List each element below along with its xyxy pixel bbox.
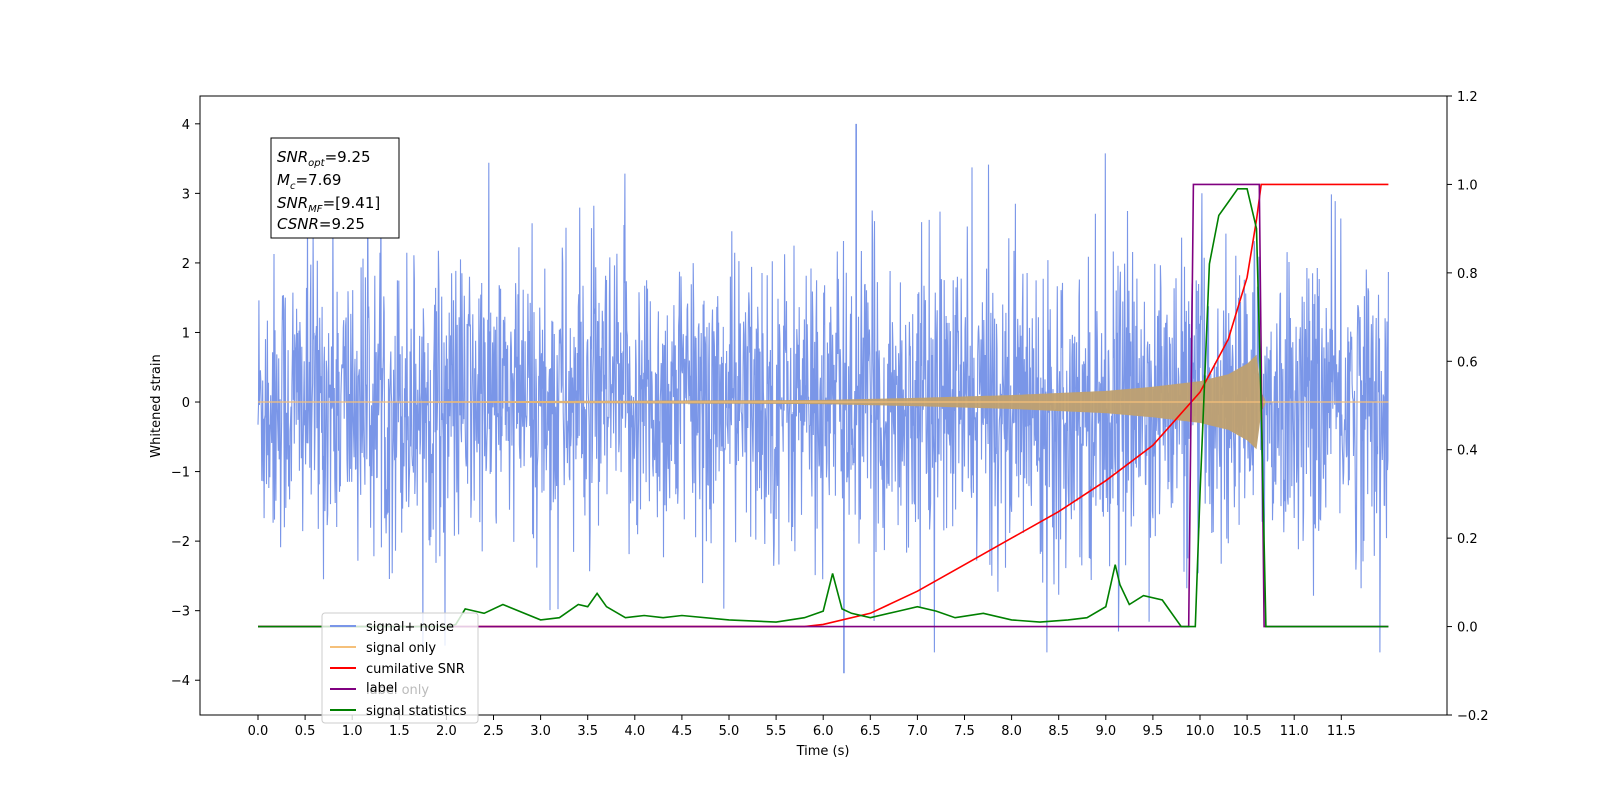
legend-label-signal-statistics: signal statistics [366, 704, 467, 719]
x-tick-label: 4.5 [672, 724, 693, 739]
x-tick-label: 9.0 [1095, 724, 1116, 739]
info-box: SNRopt=9.25 Mc=7.69 SNRMF=[9.41] CSNR=9.… [270, 137, 400, 239]
x-tick-label: 8.5 [1048, 724, 1069, 739]
x-tick-label: 10.0 [1186, 724, 1215, 739]
x-tick-label: 3.5 [577, 724, 598, 739]
info-snr-mf: SNRMF=[9.41] [277, 194, 380, 215]
x-tick-label: 8.0 [1001, 724, 1022, 739]
legend-label-label-only: label only [366, 683, 429, 698]
y-left-tick-label: 1 [182, 326, 190, 341]
y-left-tick-label: 3 [182, 187, 190, 202]
signal-noise-line [257, 137, 1389, 653]
y-left-tick-label: 4 [182, 118, 190, 133]
legend-label-cumulative-snr: cumilative SNR [366, 662, 465, 677]
y-right-tick-label: −0.2 [1457, 709, 1489, 724]
right-axis-series [258, 183, 1389, 628]
y-right-tick-label: 1.0 [1457, 178, 1478, 193]
info-csnr: CSNR=9.25 [277, 215, 365, 233]
x-tick-label: 0.0 [248, 724, 269, 739]
signal-noise-series [257, 123, 1389, 674]
right-y-axis-ticks: 1.2 1.0 0.8 0.6 0.4 0.2 0.0 −0.2 [1447, 90, 1489, 724]
x-tick-label: 10.5 [1233, 724, 1262, 739]
x-axis-ticks: 0.0 0.5 1.0 1.5 2.0 2.5 3.0 3.5 4.0 4.5 5.0 5.5 6.0 6… [248, 715, 1356, 739]
cumulative-snr-line [258, 183, 1389, 628]
signal-statistics-line [258, 188, 1389, 628]
x-tick-label: 2.5 [483, 724, 504, 739]
y-left-tick-label: −4 [171, 674, 190, 689]
y-right-tick-label: 0.4 [1457, 444, 1478, 459]
signal-only-series [258, 354, 1389, 450]
x-tick-label: 3.0 [530, 724, 551, 739]
x-tick-label: 11.0 [1280, 724, 1309, 739]
x-tick-label: 11.5 [1327, 724, 1356, 739]
legend-label-label: label [366, 681, 397, 696]
x-tick-label: 6.0 [813, 724, 834, 739]
y-right-tick-label: 0.0 [1457, 621, 1478, 636]
x-tick-label: 2.0 [436, 724, 457, 739]
x-tick-label: 0.5 [295, 724, 316, 739]
x-tick-label: 6.5 [860, 724, 881, 739]
x-tick-label: 9.5 [1143, 724, 1164, 739]
x-tick-label: 1.0 [342, 724, 363, 739]
x-tick-label: 7.0 [907, 724, 928, 739]
y-right-tick-label: 0.8 [1457, 267, 1478, 282]
y-left-tick-label: −1 [171, 466, 190, 481]
x-tick-label: 7.5 [954, 724, 975, 739]
legend-label-signal-only: signal only [366, 641, 436, 656]
y-right-tick-label: 0.6 [1457, 355, 1478, 370]
y-left-tick-label: −3 [171, 605, 190, 620]
x-tick-label: 1.5 [389, 724, 410, 739]
x-tick-label: 5.5 [766, 724, 787, 739]
y-left-tick-label: 2 [182, 257, 190, 272]
x-tick-label: 4.0 [624, 724, 645, 739]
legend-label-signal-noise: signal+ noise [366, 620, 454, 635]
y-right-tick-label: 1.2 [1457, 90, 1478, 105]
y-axis-label: Whitened strain [149, 354, 164, 457]
x-axis-label: Time (s) [796, 744, 850, 759]
x-tick-label: 5.0 [719, 724, 740, 739]
left-y-axis-ticks: 4 3 2 1 0 −1 −2 −3 −4 [171, 118, 200, 689]
y-left-tick-label: −2 [171, 535, 190, 550]
y-left-tick-label: 0 [182, 396, 190, 411]
y-right-tick-label: 0.2 [1457, 532, 1478, 547]
info-mc: Mc=7.69 [277, 171, 341, 192]
legend: signal+ noise signal only cumilative SNR… [321, 612, 479, 724]
info-snr-opt: SNRopt=9.25 [277, 148, 371, 169]
